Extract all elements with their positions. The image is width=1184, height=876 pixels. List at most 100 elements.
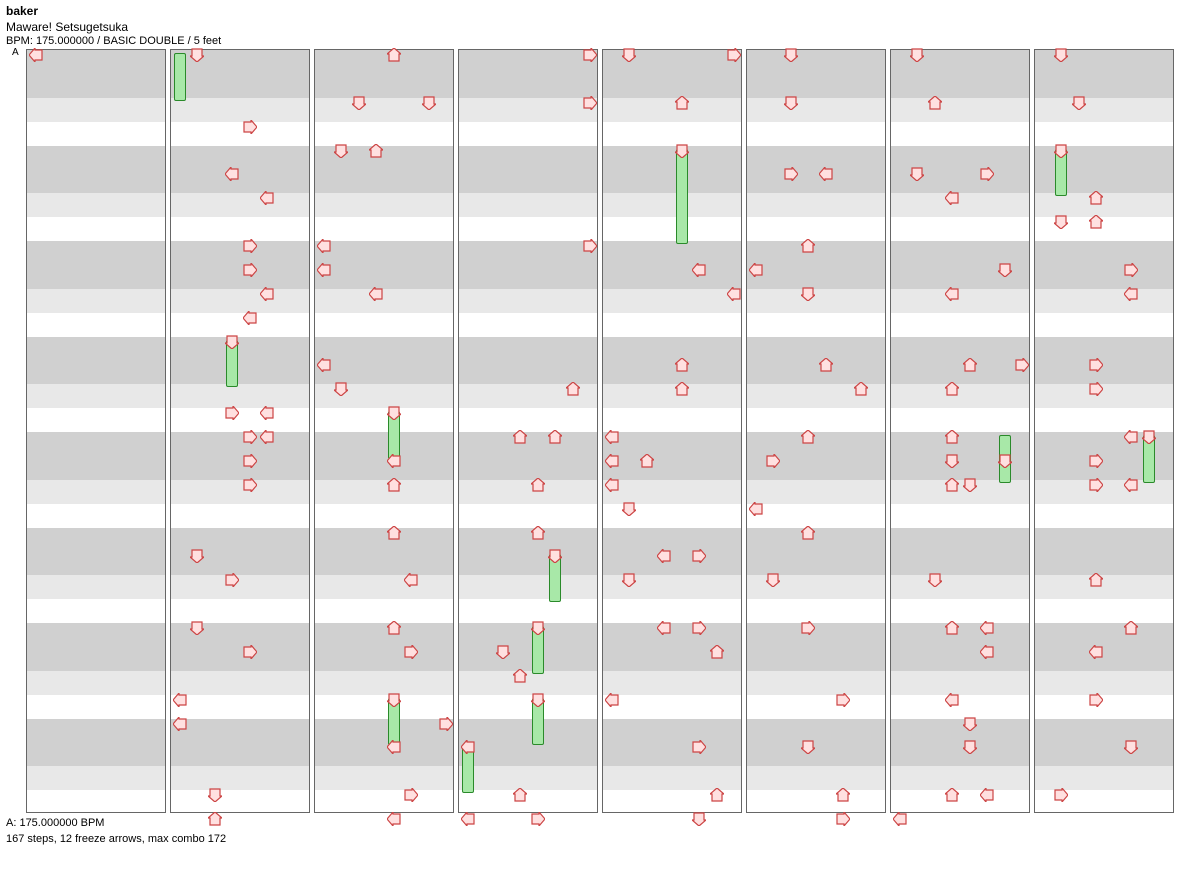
measure-column (1034, 49, 1174, 813)
step-arrow-l (369, 287, 383, 301)
step-arrow-r (1015, 358, 1029, 372)
step-arrow-d (910, 167, 924, 181)
step-arrow-u (675, 96, 689, 110)
step-arrow-d (675, 144, 689, 158)
step-arrow-l (317, 358, 331, 372)
step-arrow-r (243, 239, 257, 253)
step-arrow-d (963, 717, 977, 731)
step-arrow-l (893, 812, 907, 826)
freeze-arrow (174, 53, 186, 101)
step-arrow-u (710, 645, 724, 659)
step-arrow-d (531, 621, 545, 635)
step-arrow-r (243, 454, 257, 468)
step-arrow-l (1089, 645, 1103, 659)
step-arrow-l (1124, 430, 1138, 444)
step-arrow-r (439, 717, 453, 731)
step-arrow-d (622, 573, 636, 587)
step-arrow-l (945, 191, 959, 205)
step-arrow-d (190, 621, 204, 635)
step-arrow-d (784, 96, 798, 110)
step-arrow-u (1089, 215, 1103, 229)
step-arrow-d (692, 812, 706, 826)
step-arrow-u (945, 382, 959, 396)
step-arrow-u (369, 144, 383, 158)
step-arrow-l (260, 430, 274, 444)
step-arrow-d (963, 478, 977, 492)
step-arrow-u (928, 96, 942, 110)
step-arrow-r (243, 430, 257, 444)
step-arrow-d (531, 693, 545, 707)
step-arrow-d (801, 287, 815, 301)
step-arrow-r (404, 788, 418, 802)
step-arrow-l (819, 167, 833, 181)
step-arrow-u (836, 788, 850, 802)
step-arrow-d (422, 96, 436, 110)
step-arrow-u (1124, 621, 1138, 635)
step-arrow-d (208, 788, 222, 802)
step-arrow-l (260, 406, 274, 420)
step-arrow-r (727, 48, 741, 62)
measure-column (26, 49, 166, 813)
step-arrow-d (387, 406, 401, 420)
step-arrow-l (605, 430, 619, 444)
step-arrow-u (531, 478, 545, 492)
step-arrow-u (1089, 191, 1103, 205)
step-arrow-u (819, 358, 833, 372)
step-arrow-l (29, 48, 43, 62)
step-arrow-d (998, 263, 1012, 277)
step-arrow-u (945, 621, 959, 635)
step-arrow-r (1089, 454, 1103, 468)
step-arrow-l (173, 693, 187, 707)
step-arrow-l (387, 740, 401, 754)
step-arrow-d (998, 454, 1012, 468)
step-arrow-l (225, 167, 239, 181)
step-arrow-d (963, 740, 977, 754)
step-arrow-r (243, 478, 257, 492)
step-arrow-d (190, 48, 204, 62)
step-arrow-l (1124, 478, 1138, 492)
step-arrow-u (675, 382, 689, 396)
step-arrow-l (657, 549, 671, 563)
step-arrow-u (1089, 573, 1103, 587)
step-arrow-l (461, 740, 475, 754)
step-arrow-r (243, 120, 257, 134)
step-arrow-r (243, 645, 257, 659)
step-arrow-l (657, 621, 671, 635)
step-arrow-u (675, 358, 689, 372)
step-arrow-l (173, 717, 187, 731)
step-arrow-d (548, 549, 562, 563)
measure-column (170, 49, 310, 813)
step-arrow-u (387, 526, 401, 540)
step-arrow-u (208, 812, 222, 826)
step-arrow-u (963, 358, 977, 372)
step-arrow-l (605, 454, 619, 468)
step-arrow-l (692, 263, 706, 277)
step-arrow-r (766, 454, 780, 468)
step-arrow-r (1089, 358, 1103, 372)
step-arrow-l (243, 311, 257, 325)
step-arrow-r (801, 621, 815, 635)
step-arrow-l (260, 287, 274, 301)
step-arrow-d (1054, 144, 1068, 158)
bpm-marker: A (12, 47, 19, 58)
step-arrow-u (566, 382, 580, 396)
step-arrow-r (980, 167, 994, 181)
step-arrow-l (727, 287, 741, 301)
step-arrow-u (387, 48, 401, 62)
step-arrow-u (710, 788, 724, 802)
stats-footer: 167 steps, 12 freeze arrows, max combo 1… (6, 833, 1178, 845)
measure-column (314, 49, 454, 813)
freeze-arrow (676, 149, 688, 245)
step-arrow-l (980, 788, 994, 802)
step-arrow-d (190, 549, 204, 563)
step-arrow-d (1054, 215, 1068, 229)
step-arrow-u (945, 430, 959, 444)
step-arrow-l (387, 454, 401, 468)
step-arrow-d (1124, 740, 1138, 754)
step-arrow-d (766, 573, 780, 587)
step-arrow-l (749, 263, 763, 277)
step-arrow-d (225, 335, 239, 349)
step-arrow-l (980, 645, 994, 659)
step-arrow-r (836, 693, 850, 707)
step-arrow-u (854, 382, 868, 396)
